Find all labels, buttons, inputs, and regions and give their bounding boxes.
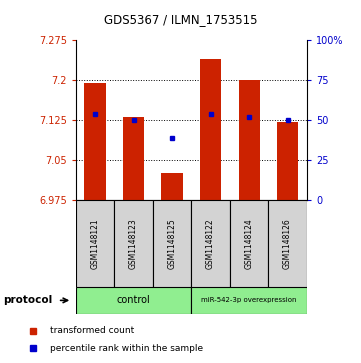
Bar [114,200,153,287]
Bar [277,122,298,200]
Text: GSM1148122: GSM1148122 [206,218,215,269]
Bar [84,82,106,200]
Text: GSM1148126: GSM1148126 [283,218,292,269]
Text: miR-542-3p overexpression: miR-542-3p overexpression [201,297,297,303]
Text: GSM1148121: GSM1148121 [91,218,100,269]
Text: control: control [117,295,151,305]
Text: percentile rank within the sample: percentile rank within the sample [50,344,203,353]
Bar [269,200,307,287]
Bar [76,200,114,287]
Text: GSM1148124: GSM1148124 [245,218,253,269]
Bar [200,58,221,200]
Bar [191,200,230,287]
Bar [153,200,191,287]
Bar [123,117,144,200]
Text: GDS5367 / ILMN_1753515: GDS5367 / ILMN_1753515 [104,13,257,26]
Bar [191,287,307,314]
Text: GSM1148125: GSM1148125 [168,218,177,269]
Bar [76,287,191,314]
Bar [161,173,183,200]
Bar [239,80,260,200]
Bar [230,200,268,287]
Text: GSM1148123: GSM1148123 [129,218,138,269]
Text: protocol: protocol [4,295,53,305]
Text: transformed count: transformed count [50,326,134,335]
